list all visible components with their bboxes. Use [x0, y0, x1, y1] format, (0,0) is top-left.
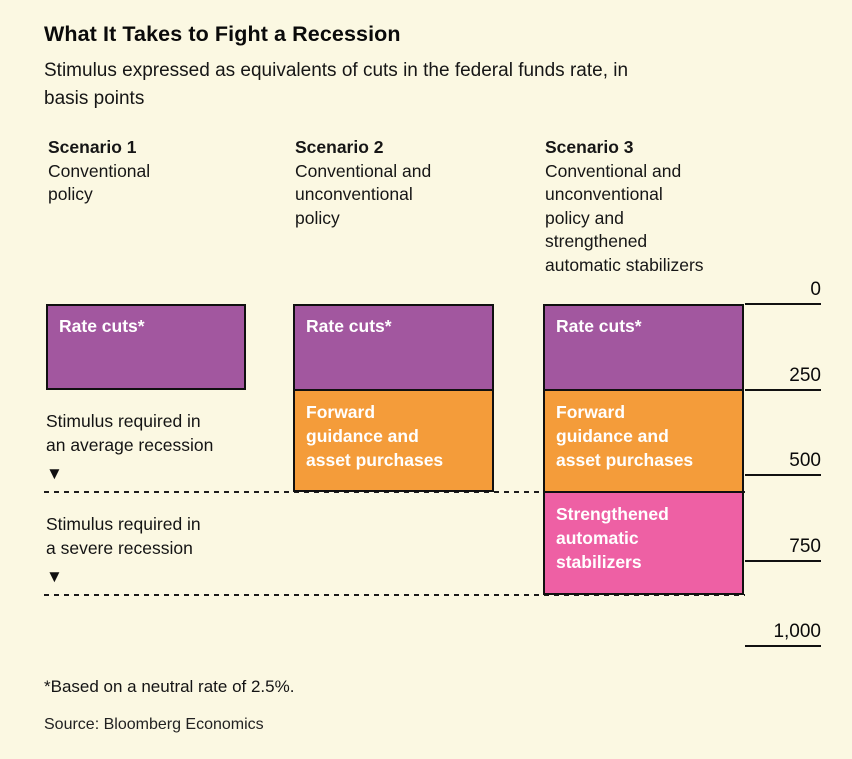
axis-tick-label-0: 0	[810, 279, 821, 300]
scenario-description-line: policy	[48, 184, 93, 204]
axis-tick-label-1,000: 1,000	[773, 621, 821, 642]
annotation-severe-recession-line-1: Stimulus required in	[46, 514, 201, 534]
chart-subtitle-line-2: basis points	[44, 88, 145, 109]
bar-segment-label-line: automatic	[556, 528, 639, 549]
scenario-name: Scenario 3	[545, 137, 634, 157]
bar-segment-divider	[543, 388, 744, 391]
bar-segment-label-line: Strengthened	[556, 504, 669, 525]
bar-segment-label: Rate cuts*	[59, 314, 233, 338]
annotation-average-recession-line-2: an average recession	[46, 435, 214, 455]
down-triangle-icon: ▼	[46, 464, 63, 483]
scenario-description-line: Conventional and	[545, 160, 682, 181]
scenario-description-line: strengthened	[545, 231, 648, 251]
axis-tick-line-500	[745, 474, 821, 476]
scenario-description-line: Conventional	[48, 160, 151, 181]
scenario-description-line: unconventional	[295, 184, 413, 204]
scenario-header-2: Scenario 2 Conventional and unconventional…	[295, 136, 510, 230]
bar-outline-scenario-2	[293, 304, 494, 493]
chart-title: What It Takes to Fight a Recession	[44, 22, 401, 46]
axis-tick-label-500: 500	[789, 450, 821, 471]
axis-tick-label-250: 250	[789, 364, 821, 386]
scenario-name: Scenario 2	[295, 137, 384, 157]
annotation-average-recession: Stimulus required in an average recessio…	[46, 409, 276, 486]
axis-tick-line-1,000	[745, 645, 821, 647]
bar-segment-label-line: stabilizers	[556, 552, 642, 573]
bar-segment-forward-guidance-and-asset-purchases	[543, 389, 744, 493]
annotation-severe-recession: Stimulus required in a severe recession …	[46, 512, 276, 589]
bar-segment-label-line: asset purchases	[306, 449, 444, 470]
bar-segment-label: Rate cuts*	[556, 314, 731, 338]
bar-segment-rate-cuts-	[543, 304, 744, 390]
bar-outline-scenario-1	[46, 304, 246, 390]
axis-tick-line-0	[745, 303, 821, 305]
scenario-header-3: Scenario 3 Conventional and unconventional…	[545, 136, 760, 277]
reference-dashed-line-2	[44, 593, 745, 596]
bar-segment-label: Forward guidance and asset purchases	[306, 400, 481, 472]
bar-segment-label: Forward guidance and asset purchases	[556, 400, 731, 472]
axis-tick-label-750: 750	[789, 535, 821, 557]
bar-segment-label-line: Forward	[306, 401, 376, 422]
scenario-description-line: policy	[295, 207, 340, 228]
bar-segment-label-line: Rate cuts*	[59, 316, 145, 336]
scenario-description-line: policy and	[545, 207, 624, 228]
annotation-average-recession-line-1: Stimulus required in	[46, 411, 201, 431]
scenario-header-1: Scenario 1 Conventional policy	[48, 136, 263, 207]
axis-tick-line-250	[745, 388, 821, 391]
bar-segment-label: Rate cuts*	[306, 314, 481, 338]
bar-segment-rate-cuts-	[46, 304, 246, 390]
bar-segment-forward-guidance-and-asset-purchases	[293, 389, 494, 493]
bar-segment-label-line: Forward	[556, 401, 626, 422]
chart-subtitle: Stimulus expressed as equivalents of cut…	[44, 57, 628, 113]
chart-source: Source: Bloomberg Economics	[44, 716, 264, 733]
bar-segment-label-line: guidance and	[556, 425, 669, 446]
annotation-severe-recession-line-2: a severe recession	[46, 538, 193, 558]
bar-segment-label-line: Rate cuts*	[306, 316, 392, 336]
chart-subtitle-line-1: Stimulus expressed as equivalents of cut…	[44, 60, 629, 81]
scenario-description-line: automatic stabilizers	[545, 254, 704, 275]
bar-segment-label-line: asset purchases	[556, 449, 694, 470]
reference-dashed-line-1	[44, 491, 745, 494]
scenario-description-line: Conventional and	[295, 160, 432, 181]
chart-footnote: *Based on a neutral rate of 2.5%.	[44, 677, 295, 696]
bar-segment-divider	[293, 388, 494, 391]
bar-segment-label-line: guidance and	[306, 425, 419, 446]
bar-outline-scenario-3	[543, 304, 744, 595]
bar-segment-strengthened-automatic-stabilizers	[543, 492, 744, 595]
axis-tick-line-750	[745, 559, 821, 562]
bar-segment-label-line: Rate cuts*	[556, 316, 642, 336]
scenario-name: Scenario 1	[48, 137, 137, 157]
bar-segment-rate-cuts-	[293, 304, 494, 390]
scenario-description-line: unconventional	[545, 184, 663, 204]
bar-segment-divider	[543, 491, 744, 494]
down-triangle-icon: ▼	[46, 567, 63, 586]
bar-segment-label: Strengthened automatic stabilizers	[556, 502, 731, 574]
